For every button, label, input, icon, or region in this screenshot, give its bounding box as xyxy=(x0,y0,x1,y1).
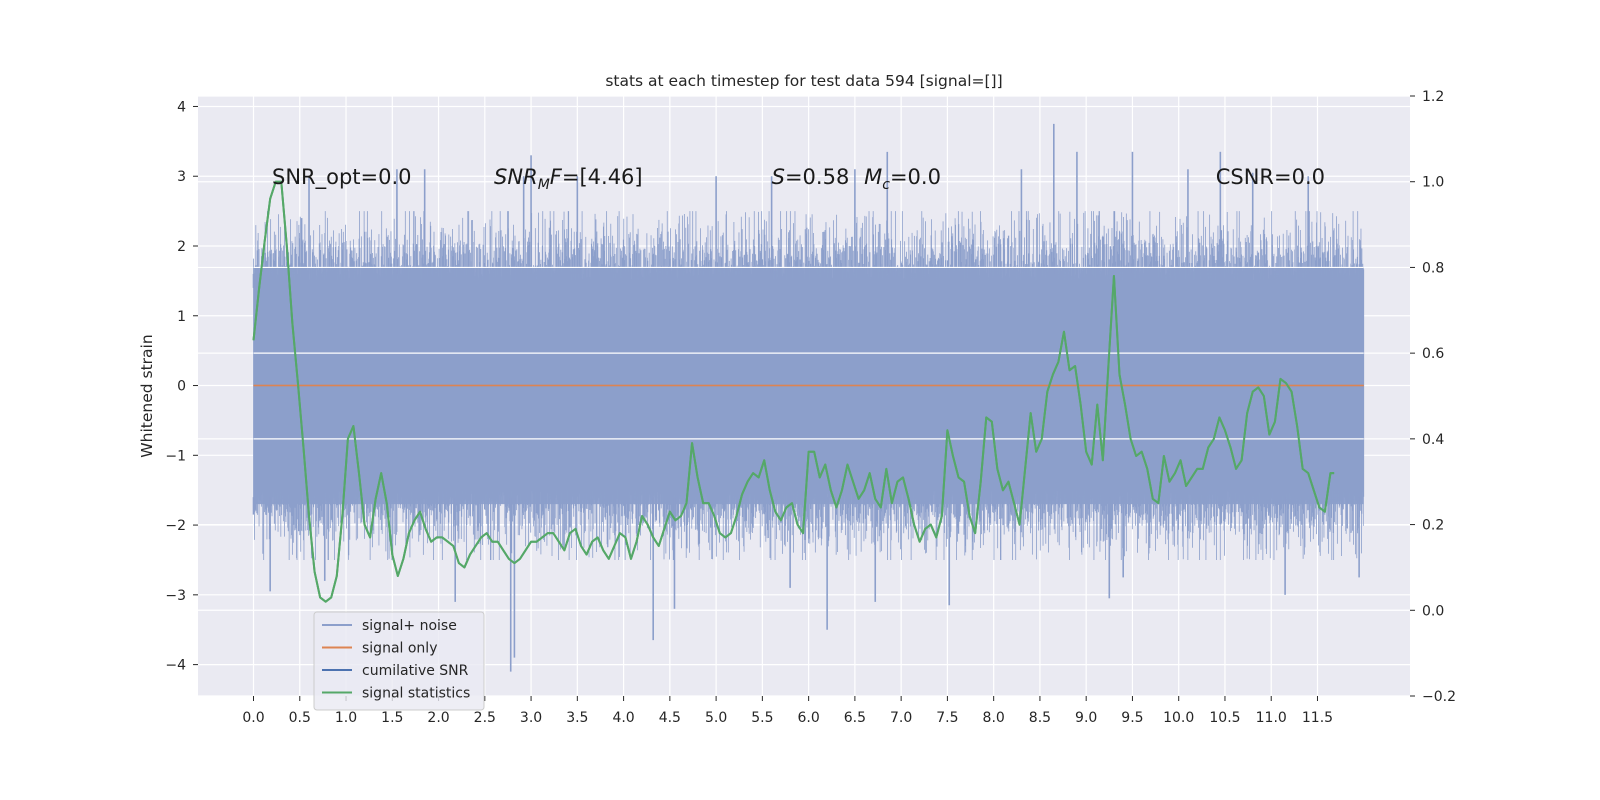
y2-tick-label: −0.2 xyxy=(1422,689,1456,705)
y-axis-label: Whitened strain xyxy=(138,334,156,457)
y2-tick-label: 1.2 xyxy=(1422,89,1444,105)
x-tick-label: 4.0 xyxy=(612,710,634,726)
x-tick-label: 1.5 xyxy=(381,710,403,726)
y-tick-label: 2 xyxy=(177,239,186,255)
legend-entry-label: signal+ noise xyxy=(362,618,457,634)
x-tick-label: 10.5 xyxy=(1209,710,1240,726)
y-tick-label: −3 xyxy=(165,588,186,604)
legend-entry-label: signal only xyxy=(362,641,437,657)
x-tick-label: 3.5 xyxy=(566,710,588,726)
legend: signal+ noise signal only cumilative SNR si… xyxy=(313,611,485,711)
x-tick-label: 4.5 xyxy=(659,710,681,726)
series-layer xyxy=(252,123,1365,672)
y2-tick-label: 0.2 xyxy=(1422,518,1444,534)
x-tick-label: 5.0 xyxy=(705,710,727,726)
x-tick-label: 6.0 xyxy=(797,710,819,726)
x-tick-label: 6.5 xyxy=(844,710,866,726)
x-tick-label: 2.5 xyxy=(474,710,496,726)
x-tick-label: 11.5 xyxy=(1302,710,1333,726)
x-tick-label: 1.0 xyxy=(335,710,357,726)
y-tick-label: 0 xyxy=(177,379,186,395)
y2-tick-label: 0.4 xyxy=(1422,432,1444,448)
y-tick-label: 3 xyxy=(177,169,186,185)
x-tick-label: 0.5 xyxy=(289,710,311,726)
x-tick-label: 7.5 xyxy=(936,710,958,726)
annotation-s-stat: S=0.58 xyxy=(772,165,850,189)
annotation-mc-stat: Mc=0.0 xyxy=(864,165,941,193)
signal-statistics-line xyxy=(252,180,1335,603)
chart-title: stats at each timestep for test data 594… xyxy=(605,72,1002,90)
x-tick-label: 8.0 xyxy=(983,710,1005,726)
x-tick-label: 9.0 xyxy=(1075,710,1097,726)
x-tick-label: 7.0 xyxy=(890,710,912,726)
x-tick-label: 11.0 xyxy=(1256,710,1287,726)
annotation-snr-opt: SNR_opt=0.0 xyxy=(272,165,412,190)
x-tick-label: 5.5 xyxy=(751,710,773,726)
legend-entry-label: cumilative SNR xyxy=(362,663,469,679)
y-tick-label: 4 xyxy=(177,99,186,115)
x-tick-label: 2.0 xyxy=(427,710,449,726)
axes: 0.0 0.5 1.0 1.5 2.0 2.5 3.0 3.5 4.0 4.5 5.0 5.5 6.0 6… xyxy=(165,89,1456,726)
annotation-snr-mf: SNRMF=[4.46] xyxy=(494,165,643,193)
x-tick-label: 0.0 xyxy=(242,710,264,726)
annotations: SNR_opt=0.0 SNRMF=[4.46] S=0.58 Mc=0.0 CSNR=… xyxy=(272,165,1325,193)
legend-box xyxy=(313,611,485,711)
y2-tick-label: 1.0 xyxy=(1422,175,1444,191)
legend-entry-label: signal statistics xyxy=(362,686,470,702)
y2-tick-label: 0.0 xyxy=(1422,603,1444,619)
y-tick-label: −1 xyxy=(165,448,186,464)
x-tick-label: 3.0 xyxy=(520,710,542,726)
x-tick-label: 10.0 xyxy=(1163,710,1194,726)
y-tick-label: −4 xyxy=(165,658,186,674)
y-tick-label: 1 xyxy=(177,309,186,325)
x-tick-label: 9.5 xyxy=(1121,710,1143,726)
y2-tick-label: 0.8 xyxy=(1422,260,1444,276)
y-tick-label: −2 xyxy=(165,518,186,534)
x-tick-label: 8.5 xyxy=(1029,710,1051,726)
annotation-csnr: CSNR=0.0 xyxy=(1216,165,1325,189)
y2-tick-label: 0.6 xyxy=(1422,346,1444,362)
